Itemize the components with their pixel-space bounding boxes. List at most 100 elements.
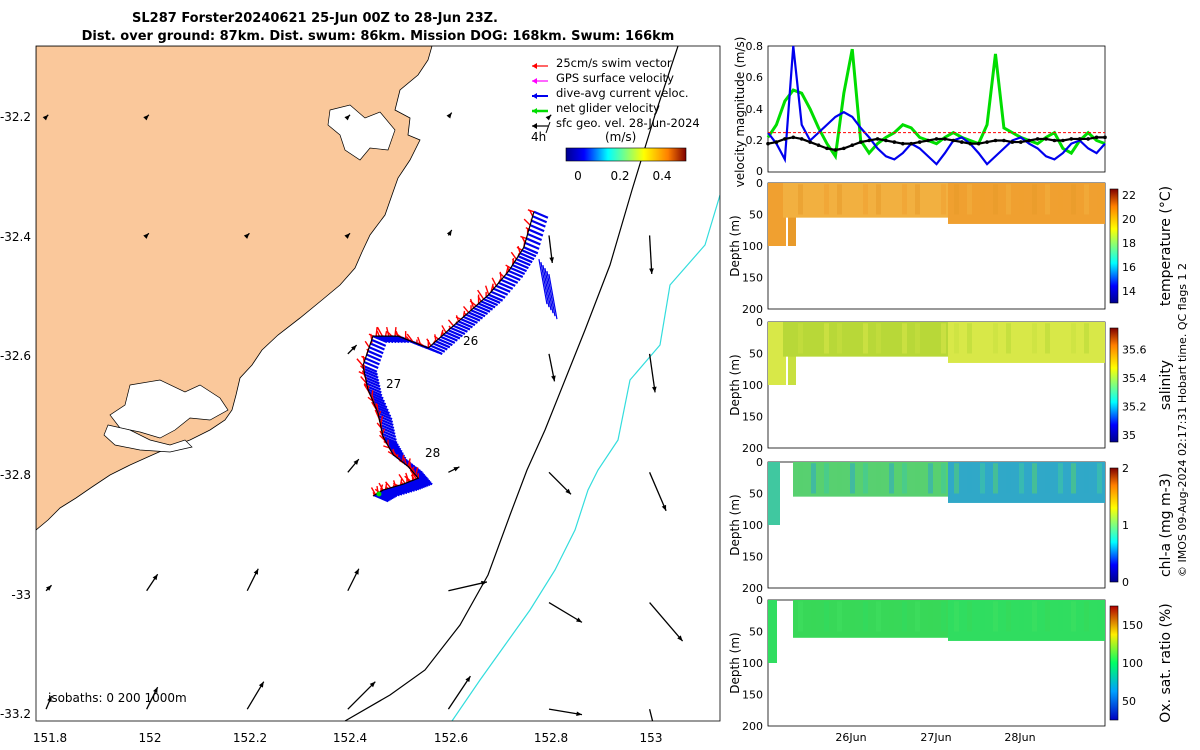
geo-arrow-head xyxy=(446,229,452,236)
geo-arrow xyxy=(446,229,453,236)
swim-vector xyxy=(405,472,410,483)
swim-vector xyxy=(477,289,485,300)
swim-vector xyxy=(520,235,527,240)
current-vector xyxy=(503,275,519,284)
current-vector xyxy=(442,333,458,342)
depth-tick-100: 100 xyxy=(742,379,763,392)
geo-vel-point xyxy=(1069,137,1074,141)
section-texture xyxy=(967,184,972,215)
current-vector-east xyxy=(542,265,552,311)
current-vector xyxy=(363,361,379,370)
legend-label-gps: GPS surface velocity xyxy=(556,71,674,85)
current-vector xyxy=(379,420,395,429)
lon-tick-152.8: 152.8 xyxy=(534,731,568,745)
day-label-26: 26 xyxy=(463,334,478,348)
current-vector-east xyxy=(544,268,554,314)
geo-arrow-head xyxy=(551,375,556,382)
geo-arrow xyxy=(648,353,657,393)
current-vector xyxy=(404,482,420,491)
section-texture xyxy=(889,601,894,632)
section-texture xyxy=(941,184,946,215)
current-vector xyxy=(367,349,383,358)
geo-arrow xyxy=(648,235,654,275)
current-vector xyxy=(417,477,433,486)
section-texture xyxy=(967,601,972,632)
geo-arrow-head xyxy=(344,233,351,239)
section-texture xyxy=(850,463,855,494)
geo-arrow xyxy=(347,458,360,473)
colorbar-label: Ox. sat. ratio (%) xyxy=(1158,603,1174,722)
geo-arrow xyxy=(243,232,250,239)
section-texture xyxy=(941,601,946,632)
colorbar-tick: 18 xyxy=(1122,237,1136,250)
section-texture xyxy=(1006,323,1011,354)
current-vector xyxy=(373,494,389,503)
section-texture xyxy=(824,323,829,354)
legend-item-geo: sfc geo. vel. 28-Jun-2024 xyxy=(532,116,700,130)
colorbar-tick: 50 xyxy=(1122,695,1136,708)
current-vector xyxy=(470,309,486,318)
swim-vector xyxy=(510,251,517,260)
section-texture xyxy=(902,463,907,494)
lon-tick-153: 153 xyxy=(640,731,663,745)
section-texture xyxy=(837,601,842,632)
section-texture xyxy=(954,323,959,354)
current-vector xyxy=(435,340,451,349)
current-vector xyxy=(485,295,501,304)
lat-tick-32.8: -32.8 xyxy=(0,468,31,482)
section-texture xyxy=(1045,323,1050,354)
section-data-block xyxy=(768,322,786,385)
swim-vector xyxy=(499,271,502,280)
swim-vector xyxy=(384,330,388,337)
geo-arrow xyxy=(143,232,150,239)
geo-vel-point xyxy=(1061,138,1065,143)
geo-vel-point xyxy=(842,146,846,151)
current-vector-east xyxy=(546,271,556,317)
swim-vector xyxy=(370,487,377,495)
current-vector xyxy=(363,370,379,379)
colorbar-tick: 35 xyxy=(1122,429,1136,442)
legend-time-label: 4h xyxy=(531,130,546,144)
legend-label-current: dive-avg current veloc. xyxy=(556,86,689,100)
legend-label-swim: 25cm/s swim vector xyxy=(556,56,672,70)
geo-vel-point xyxy=(1010,140,1015,144)
depth-tick-100: 100 xyxy=(742,240,763,253)
geo-velocity-arrows xyxy=(42,112,684,721)
swim-vector xyxy=(398,474,406,484)
geo-arrow-head xyxy=(253,568,259,575)
geo-arrow-head xyxy=(453,466,460,472)
section-texture xyxy=(1058,601,1063,632)
geo-arrow-head xyxy=(243,233,250,239)
geo-vel-point xyxy=(993,138,998,143)
geo-arrow-shaft xyxy=(347,681,376,710)
current-vector xyxy=(394,335,410,344)
vel-ytick-0.4: 0.4 xyxy=(746,103,764,116)
swim-vector xyxy=(376,326,384,337)
section-texture xyxy=(1006,184,1011,215)
section-texture xyxy=(902,323,907,354)
section-texture xyxy=(1045,184,1050,215)
swim-vector xyxy=(386,326,390,337)
section-texture xyxy=(954,601,959,632)
section-texture xyxy=(915,184,920,215)
geo-arrow xyxy=(448,466,460,473)
current-vector xyxy=(473,306,488,316)
colorbar-tick: 150 xyxy=(1122,619,1143,632)
swim-vector xyxy=(383,445,390,449)
current-vector xyxy=(378,335,394,344)
section-texture xyxy=(876,184,881,215)
swim-vector xyxy=(462,305,470,313)
time-tick-28Jun: 28Jun xyxy=(1004,731,1035,744)
current-vector xyxy=(527,232,543,242)
section-texture xyxy=(1084,184,1089,215)
geo-arrow-shaft xyxy=(649,602,684,642)
geo-vel-point xyxy=(985,140,989,144)
geo-vel-point xyxy=(1002,138,1006,143)
depth-tick-150: 150 xyxy=(742,551,763,564)
current-vector xyxy=(385,488,400,497)
section-texture xyxy=(993,601,998,632)
current-vector xyxy=(382,435,398,444)
geo-vel-point xyxy=(1044,137,1048,141)
swim-vector xyxy=(385,481,392,489)
section-texture xyxy=(1097,601,1102,632)
